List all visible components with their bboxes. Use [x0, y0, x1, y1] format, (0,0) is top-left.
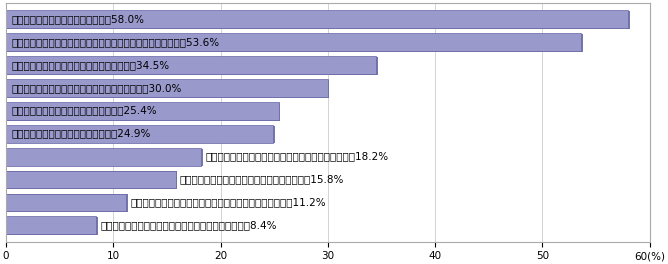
Bar: [6, 34, 582, 52]
Bar: [6, 11, 630, 29]
Text: 西宮市の歴史や文化に誇りを持ってまちづくりを考える　11.2%: 西宮市の歴史や文化に誇りを持ってまちづくりを考える 11.2%: [130, 197, 326, 208]
Bar: [6, 217, 98, 235]
Text: 市民や他の職員と協力しながら仕事を進める　15.8%: 市民や他の職員と協力しながら仕事を進める 15.8%: [180, 175, 344, 185]
Text: 市民目線に立って柔軟に対応する　58.0%: 市民目線に立って柔軟に対応する 58.0%: [11, 14, 144, 24]
Text: コストを考えて効率的に仕事をする　24.9%: コストを考えて効率的に仕事をする 24.9%: [11, 129, 151, 139]
Bar: [6, 125, 273, 143]
Text: 親しみやすく、親切でていねいに話を聞く　34.5%: 親しみやすく、親切でていねいに話を聞く 34.5%: [11, 60, 170, 70]
Bar: [6, 216, 96, 234]
Text: 前例にとらわれず新しい計画にチャレンジする　30.0%: 前例にとらわれず新しい計画にチャレンジする 30.0%: [11, 83, 182, 93]
Bar: [6, 171, 176, 188]
Bar: [6, 103, 280, 121]
Bar: [6, 195, 128, 212]
Text: 社会のルールや人権を守り信頼される　25.4%: 社会のルールや人権を守り信頼される 25.4%: [11, 106, 157, 116]
Text: 自らやるべきことを見つけて進んで学び、取り組む　18.2%: 自らやるべきことを見つけて進んで学び、取り組む 18.2%: [206, 152, 389, 162]
Bar: [6, 80, 329, 98]
Bar: [6, 79, 328, 97]
Bar: [6, 126, 275, 144]
Bar: [6, 149, 203, 166]
Bar: [6, 56, 376, 74]
Bar: [6, 194, 126, 211]
Bar: [6, 57, 378, 75]
Text: 日頃から災害や事故などに対する備えができている　8.4%: 日頃から災害や事故などに対する備えができている 8.4%: [100, 220, 277, 230]
Text: 専門知識と責任感があり、分かりやすくきっちりと説明する　53.6%: 専門知識と責任感があり、分かりやすくきっちりと説明する 53.6%: [11, 37, 220, 47]
Bar: [6, 10, 629, 28]
Bar: [6, 102, 279, 120]
Bar: [6, 33, 581, 51]
Bar: [6, 148, 201, 166]
Bar: [6, 172, 177, 189]
